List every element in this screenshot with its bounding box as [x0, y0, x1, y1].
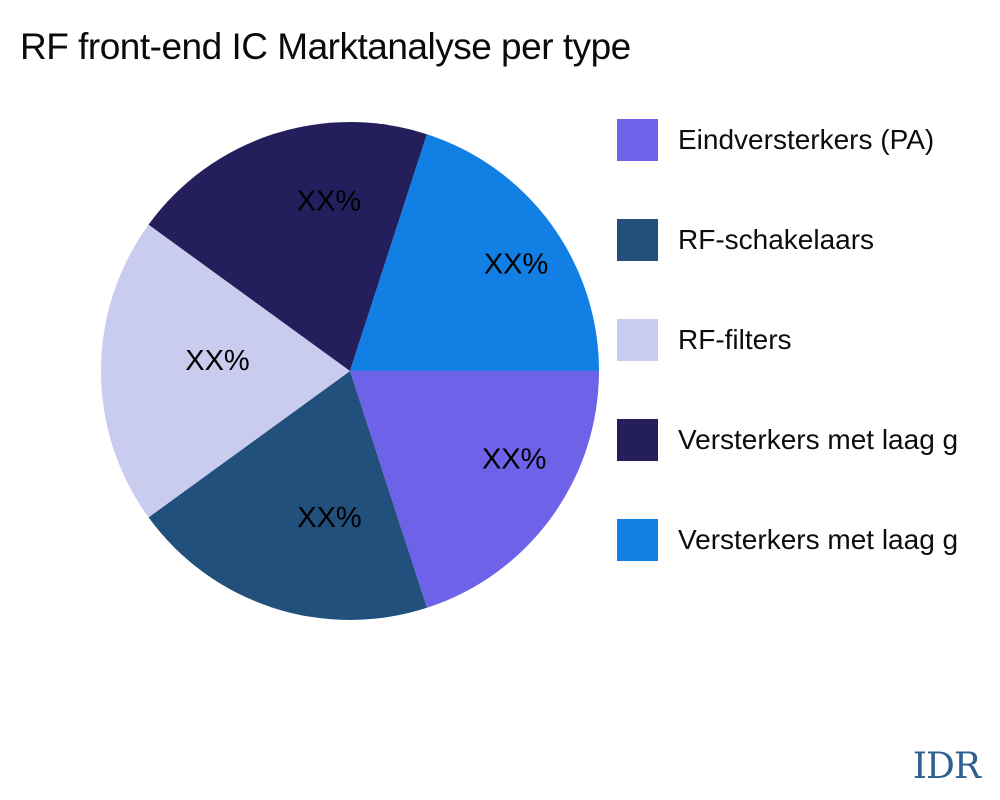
pie-slice-value-label: XX%: [185, 345, 249, 377]
legend-swatch: [617, 319, 658, 361]
pie-slice: [350, 134, 599, 371]
legend-swatch: [617, 219, 658, 261]
pie-slice: [100, 224, 351, 518]
pie-slice-value-label: XX%: [297, 186, 361, 218]
legend-item: RF-filters: [617, 319, 958, 361]
legend: Eindversterkers (PA) RF-schakelaars RF-fil…: [617, 119, 958, 561]
legend-label: RF-filters: [678, 324, 792, 355]
legend-item: Versterkers met laag g: [617, 419, 958, 461]
legend-label: RF-schakelaars: [678, 224, 875, 255]
pie-slice-value-label: XX%: [482, 444, 546, 476]
legend-label: Versterkers met laag g: [678, 424, 959, 455]
legend-swatch: [617, 419, 658, 461]
pie-slice-value-label: XX%: [297, 502, 361, 534]
pie-slice: [350, 371, 599, 608]
pie-slice: [148, 121, 427, 371]
chart-title: RF front-end IC Marktanalyse per type: [20, 26, 631, 67]
legend-item: Versterkers met laag g: [617, 519, 958, 561]
watermark: IDR: [912, 746, 981, 787]
legend-label: Eindversterkers (PA): [678, 124, 935, 155]
pie-slice: [148, 371, 427, 621]
legend-item: RF-schakelaars: [617, 219, 958, 261]
legend-label: Versterkers met laag g: [678, 524, 959, 555]
legend-item: Eindversterkers (PA): [617, 119, 958, 161]
legend-swatch: [617, 519, 658, 561]
legend-swatch: [617, 119, 658, 161]
pie-slice-value-label: XX%: [484, 249, 548, 281]
